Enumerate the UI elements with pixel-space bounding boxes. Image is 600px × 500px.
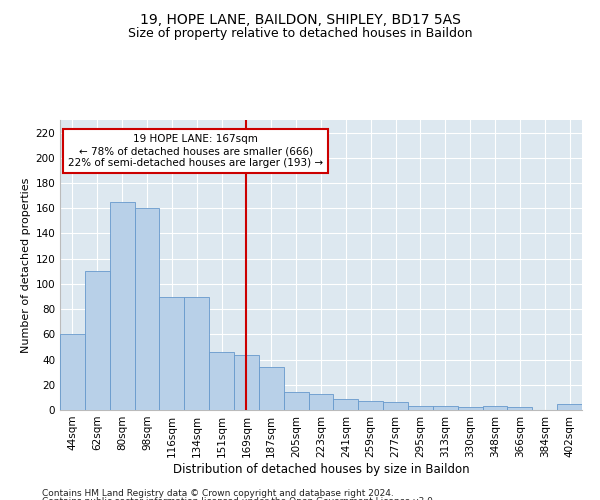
Bar <box>234 354 259 410</box>
Text: Size of property relative to detached houses in Baildon: Size of property relative to detached ho… <box>128 28 472 40</box>
Bar <box>482 406 508 410</box>
Bar <box>557 404 582 410</box>
Text: 19, HOPE LANE, BAILDON, SHIPLEY, BD17 5AS: 19, HOPE LANE, BAILDON, SHIPLEY, BD17 5A… <box>140 12 460 26</box>
Y-axis label: Number of detached properties: Number of detached properties <box>21 178 31 352</box>
Bar <box>259 367 284 410</box>
Bar <box>334 398 358 410</box>
Text: 19 HOPE LANE: 167sqm
← 78% of detached houses are smaller (666)
22% of semi-deta: 19 HOPE LANE: 167sqm ← 78% of detached h… <box>68 134 323 168</box>
Text: Contains public sector information licensed under the Open Government Licence v3: Contains public sector information licen… <box>42 497 436 500</box>
Bar <box>60 334 85 410</box>
Bar <box>408 406 433 410</box>
Bar <box>134 208 160 410</box>
Bar <box>160 296 184 410</box>
Bar <box>284 392 308 410</box>
Bar <box>358 401 383 410</box>
Bar <box>209 352 234 410</box>
Bar <box>383 402 408 410</box>
Bar <box>458 408 482 410</box>
X-axis label: Distribution of detached houses by size in Baildon: Distribution of detached houses by size … <box>173 462 469 475</box>
Text: Contains HM Land Registry data © Crown copyright and database right 2024.: Contains HM Land Registry data © Crown c… <box>42 488 394 498</box>
Bar <box>85 272 110 410</box>
Bar <box>110 202 134 410</box>
Bar <box>184 296 209 410</box>
Bar <box>508 408 532 410</box>
Bar <box>308 394 334 410</box>
Bar <box>433 406 458 410</box>
